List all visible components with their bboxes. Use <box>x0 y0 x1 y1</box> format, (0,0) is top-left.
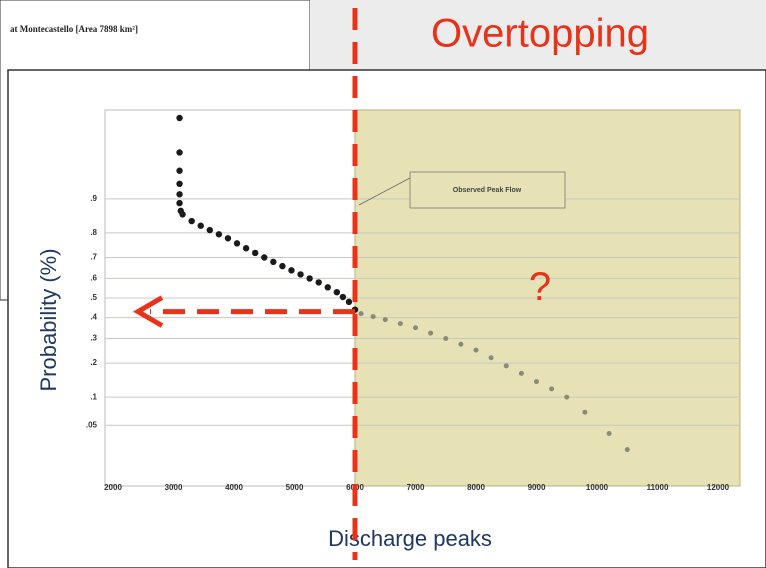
point <box>176 149 183 156</box>
y-tick-label: .8 <box>90 228 97 237</box>
point <box>428 330 434 336</box>
point <box>251 249 259 257</box>
point <box>188 217 195 225</box>
y-axis-label: Probability (%) <box>36 248 61 391</box>
y-tick-label: .4 <box>90 313 97 322</box>
point <box>197 222 204 229</box>
point <box>370 314 376 320</box>
point <box>176 114 183 122</box>
x-tick-label: 11000 <box>647 483 669 492</box>
point <box>413 325 418 331</box>
point <box>261 254 268 261</box>
y-tick-label: .05 <box>86 420 98 429</box>
arrow-head <box>133 295 164 328</box>
y-tick-label: .3 <box>90 334 97 343</box>
point <box>345 298 353 306</box>
x-tick-label: 3000 <box>165 483 183 492</box>
annotation: Observed Peak Flow <box>453 187 522 194</box>
x-tick-label: 2000 <box>104 483 122 492</box>
y-tick-label: .2 <box>90 358 97 367</box>
point <box>176 180 183 188</box>
point <box>458 341 464 347</box>
point <box>606 430 612 436</box>
point <box>233 240 241 247</box>
point <box>564 394 570 400</box>
point <box>624 447 630 453</box>
y-tick-label: .1 <box>90 392 97 401</box>
point <box>324 284 331 291</box>
x-tick-label: 7000 <box>407 483 425 492</box>
title: Overtopping <box>431 12 649 56</box>
point <box>224 235 232 242</box>
point <box>306 275 313 282</box>
y-tick-label: .5 <box>90 293 97 302</box>
header-band <box>310 0 766 75</box>
point <box>279 262 286 270</box>
x-tick-label: 10000 <box>586 483 609 492</box>
point <box>358 311 364 317</box>
point <box>270 258 277 266</box>
point <box>297 271 304 278</box>
x-tick-label: 4000 <box>225 483 243 492</box>
point <box>333 288 341 296</box>
x-tick-label: 9000 <box>528 483 546 492</box>
point <box>397 321 403 327</box>
point <box>473 347 479 353</box>
background-title: at Montecastello [Area 7898 km²] <box>10 24 138 34</box>
y-tick-label: .6 <box>90 274 97 283</box>
question-mark: ? <box>529 265 551 309</box>
point <box>382 317 388 323</box>
point <box>288 267 295 274</box>
point <box>549 386 555 392</box>
point <box>534 379 539 385</box>
y-tick-label: .9 <box>90 194 97 203</box>
point <box>179 211 186 218</box>
plot: .05.1.2.3.4.5.6.7.8.92000300040005000600… <box>86 109 741 492</box>
point <box>242 245 250 252</box>
point <box>315 279 322 286</box>
point <box>582 409 588 415</box>
y-tick-label: .7 <box>90 253 97 262</box>
annotation-box <box>409 171 566 209</box>
point <box>176 191 183 198</box>
point <box>215 231 223 238</box>
x-tick-label: 5000 <box>286 483 304 492</box>
point <box>206 226 213 234</box>
x-tick-label: 12000 <box>707 483 730 492</box>
point <box>503 363 509 369</box>
point <box>488 355 494 361</box>
point <box>339 293 347 301</box>
x-tick-label: 8000 <box>467 483 485 492</box>
point <box>518 370 524 376</box>
point <box>176 199 183 207</box>
point <box>443 336 449 342</box>
point <box>176 167 183 174</box>
annotation-leader <box>358 177 411 206</box>
